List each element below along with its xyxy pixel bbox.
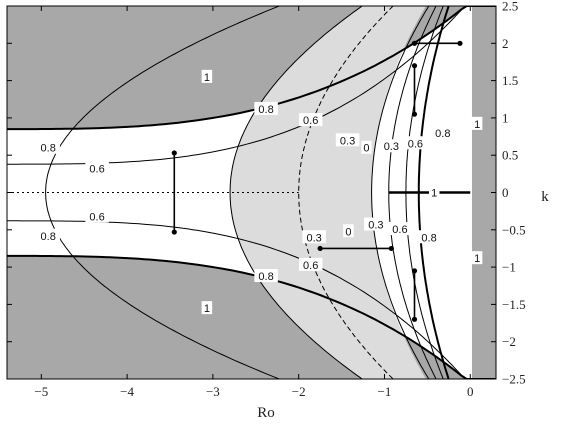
contour-label-1: 1	[204, 72, 210, 84]
contour-label-bg-16	[343, 224, 354, 238]
contour-label-23: 1	[204, 303, 210, 315]
contour-label-22: 0.8	[258, 271, 273, 283]
contour-label-bg-21	[298, 257, 323, 271]
contour-label-bg-2	[254, 101, 278, 115]
marker-dot-3b	[411, 316, 418, 322]
contour-label-bg-18	[388, 222, 412, 236]
marker-dot-4b	[457, 40, 463, 46]
contour-label-12: 1	[431, 188, 437, 200]
negative-region	[230, 6, 426, 379]
contour-line-0.3-5	[371, 6, 430, 379]
contour-label-2: 0.8	[258, 104, 273, 116]
contour-label-4: 0.8	[41, 143, 56, 155]
x-tick-label-5: 0	[467, 384, 474, 399]
contour-label-5: 0.6	[89, 164, 104, 176]
x-tick-label-2: −3	[206, 384, 220, 399]
auxiliary-lines	[7, 40, 471, 322]
y-tick-label-1: 2	[502, 36, 509, 51]
contour-label-19: 0.8	[421, 232, 436, 244]
y-tick-label-5: 0	[502, 185, 509, 200]
contour-label-14: 0.8	[41, 231, 56, 243]
contour-label-6: 0.3	[340, 135, 355, 147]
contour-label-bg-10	[431, 125, 455, 139]
contour-label-bg-23	[201, 301, 213, 315]
contour-label-bg-15	[302, 230, 326, 244]
contour-label-bg-4	[36, 140, 60, 154]
contour-label-bg-5	[85, 161, 109, 175]
contour-label-16: 0	[345, 226, 351, 238]
contour-label-bg-9	[403, 136, 428, 150]
y-tick-label-0: 2.5	[502, 0, 518, 14]
contour-line-0.6-2	[45, 6, 280, 379]
contour-line-1-bottom	[7, 254, 496, 379]
contour-label-13: 0.6	[89, 211, 104, 223]
x-tick-label-1: −4	[120, 384, 134, 399]
y-tick-label-4: 0.5	[502, 148, 518, 163]
contour-label-20: 1	[474, 253, 480, 265]
marker-dot-2b	[411, 63, 418, 69]
x-axis-ticks: −5 −4 −3 −2 −1 0	[34, 6, 474, 399]
contour-label-11: 1	[474, 119, 480, 131]
y-tick-label-8: −1.5	[502, 297, 526, 312]
contour-label-21: 0.6	[303, 260, 318, 272]
contour-label-bg-3	[298, 113, 323, 127]
contour-label-bg-13	[85, 209, 109, 223]
y-tick-label-7: −1	[502, 260, 516, 275]
contour-labels: 1 0.8 0.6 0.8 0.6 0.3 0 0.3 0.6 0.8 1 1 0.6 0.8 0.3 0 0.…	[36, 69, 483, 315]
contour-label-bg-20	[471, 251, 483, 265]
marker-dot-2a	[411, 111, 418, 117]
marker-dot-5a	[317, 245, 323, 252]
contour-label-7: 0	[363, 143, 369, 155]
y-axis-label: k	[541, 189, 549, 205]
x-tick-label-0: −5	[34, 384, 48, 399]
contour-label-bg-12	[428, 185, 440, 199]
contour-line-0.3-3	[229, 6, 363, 379]
contour-label-bg-1	[201, 69, 213, 83]
contour-label-bg-6	[335, 133, 360, 147]
y-tick-label-6: −0.5	[502, 222, 526, 237]
contour-label-10: 0.8	[435, 128, 450, 140]
marker-dot-5b	[388, 245, 394, 252]
y-tick-label-3: 1	[502, 110, 509, 125]
y-axis-ticks: 2.5 2 1.5 1 0.5 0 −0.5 −1 −1.5 −2 −2.5	[7, 0, 526, 387]
x-tick-label-4: −1	[378, 384, 392, 399]
contour-label-9: 0.6	[408, 138, 423, 150]
contour-label-17: 0.3	[368, 220, 383, 232]
contour-label-3: 0.6	[303, 115, 318, 127]
marker-dot-4a	[411, 40, 418, 46]
contour-label-bg-11	[471, 116, 483, 130]
contour-label-bg-14	[36, 228, 60, 242]
contour-line-0-4	[298, 6, 394, 379]
y-tick-label-9: −2	[502, 334, 516, 349]
plot-area: 1 0.8 0.6 0.8 0.6 0.3 0 0.3 0.6 0.8 1 1 0.6 0.8 0.3 0 0.…	[7, 6, 496, 379]
x-tick-label-3: −2	[292, 384, 306, 399]
contour-label-bg-8	[379, 139, 404, 153]
x-axis-label: Ro	[257, 405, 275, 421]
contour-label-bg-17	[364, 217, 388, 231]
y-tick-label-2: 1.5	[502, 73, 518, 88]
contour-label-bg-22	[254, 269, 278, 283]
contour-label-bg-19	[417, 230, 441, 244]
contour-label-bg-7	[361, 140, 372, 154]
contour-label-18: 0.6	[392, 224, 407, 236]
marker-dot-1a	[171, 150, 177, 156]
marker-dot-1b	[171, 229, 177, 235]
y-tick-label-10: −2.5	[502, 372, 526, 387]
marker-dot-3a	[411, 268, 418, 274]
contour-label-8: 0.3	[384, 141, 399, 153]
contour-label-15: 0.3	[306, 232, 321, 244]
